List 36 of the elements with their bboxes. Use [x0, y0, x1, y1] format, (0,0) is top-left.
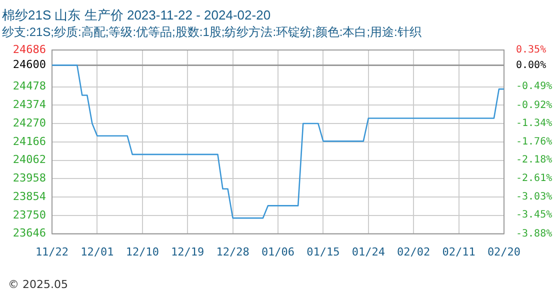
y2-tick-label: -3.88%	[516, 228, 552, 240]
chart-subtitle: 纱支:21S;纱质:高配;等级:优等品;股数:1股;纺纱方法:环锭纺;颜色:本白;用途:针织	[2, 25, 422, 40]
y2-tick-label: -2.18%	[516, 154, 552, 166]
y-tick-label: 24270	[12, 116, 46, 130]
y-tick-label: 24374	[12, 98, 46, 111]
x-tick-label: 12/10	[126, 245, 159, 258]
x-tick-label: 02/20	[487, 245, 521, 258]
chart-title: 棉纱21S 山东 生产价 2023-11-22 - 2024-02-20	[2, 7, 271, 22]
y-tick-label: 24686	[12, 42, 46, 56]
x-tick-label: 12/01	[80, 245, 114, 258]
y-tick-label: 24600	[12, 58, 46, 72]
y2-tick-label: -3.03%	[516, 191, 552, 202]
x-tick-label: 02/02	[397, 245, 430, 258]
y-tick-label: 23854	[12, 190, 46, 203]
y2-tick-label: -1.34%	[516, 118, 552, 130]
y-tick-label: 24166	[12, 134, 46, 148]
y2-tick-label: -2.61%	[516, 173, 552, 184]
y-tick-label: 24062	[12, 153, 46, 166]
y2-tick-label: -0.49%	[516, 81, 552, 92]
text: © 2025.05	[8, 278, 68, 291]
y2-tick-label: 0.00%	[516, 60, 546, 71]
x-tick-label: 12/28	[216, 245, 250, 258]
y2-tick-label: -0.92%	[516, 100, 552, 111]
x-tick-label: 11/22	[35, 245, 69, 258]
x-tick-label: 01/15	[306, 245, 340, 258]
y-tick-label: 23750	[12, 208, 46, 222]
y2-tick-label: -1.76%	[516, 136, 552, 148]
x-tick-label: 01/24	[352, 245, 386, 258]
y-tick-label: 23958	[12, 172, 46, 185]
x-tick-label: 01/06	[261, 245, 295, 258]
y-tick-label: 24478	[12, 80, 46, 93]
y2-tick-label: -3.45%	[516, 210, 552, 221]
x-tick-label: 02/11	[442, 245, 476, 258]
y2-tick-label: 0.35%	[516, 44, 546, 56]
y-tick-label: 23646	[12, 226, 46, 240]
x-tick-label: 12/19	[171, 245, 204, 258]
